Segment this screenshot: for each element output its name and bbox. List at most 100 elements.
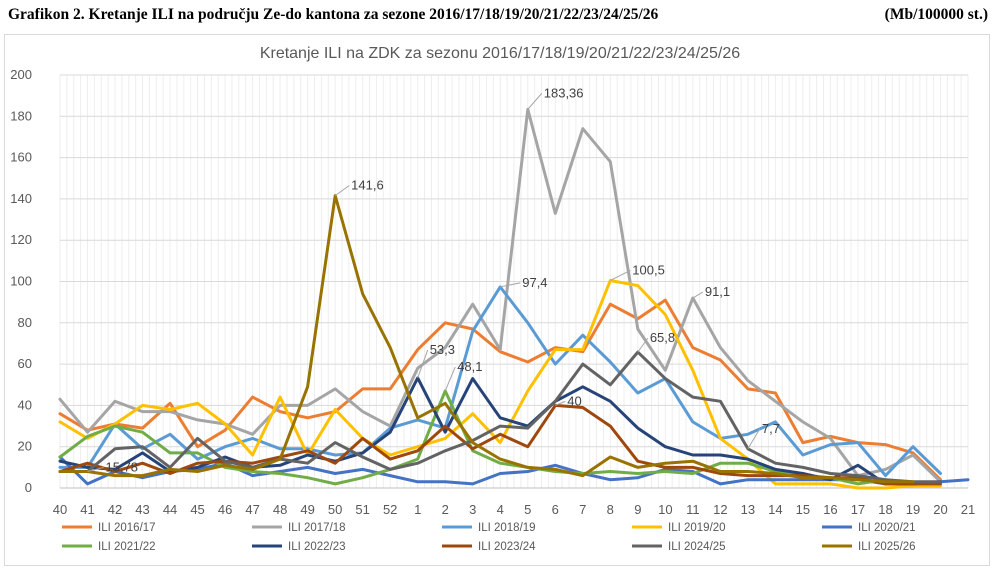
- y-tick-label: 80: [18, 315, 32, 330]
- x-tick-label: 6: [552, 502, 559, 517]
- legend-label: ILI 2021/22: [98, 541, 156, 553]
- legend-item: ILI 2024/25: [632, 541, 726, 553]
- data-label: 40: [567, 393, 581, 408]
- label-leader: [87, 466, 104, 472]
- legend-label: ILI 2024/25: [668, 541, 726, 553]
- x-tick-label: 16: [823, 502, 837, 517]
- x-tick-label: 43: [135, 502, 149, 517]
- legend-label: ILI 2022/23: [288, 541, 346, 553]
- data-label: 183,36: [544, 85, 584, 100]
- x-tick-label: 13: [741, 502, 755, 517]
- legend: ILI 2016/17 ILI 2017/18 ILI 2018/19 ILI 201…: [62, 522, 916, 553]
- x-tick-label: 17: [851, 502, 865, 517]
- series-line-ili-2025-26: [58, 194, 915, 484]
- legend-item: ILI 2022/23: [252, 541, 346, 553]
- label-leader: [527, 93, 543, 110]
- legend-item: ILI 2018/19: [442, 522, 536, 534]
- legend-label: ILI 2023/24: [478, 541, 536, 553]
- x-tick-label: 2: [442, 502, 449, 517]
- label-leader: [444, 366, 456, 392]
- legend-label: ILI 2017/18: [288, 522, 346, 534]
- label-leader: [500, 282, 521, 288]
- y-tick-label: 200: [10, 67, 32, 82]
- series-line-ili-2020-21: [58, 455, 970, 486]
- x-tick-label: 9: [634, 502, 641, 517]
- series-line-ili-2019-20: [58, 279, 942, 490]
- legend-label: ILI 2016/17: [98, 522, 156, 534]
- series-line-ili-2018-19: [58, 285, 942, 478]
- legend-item: ILI 2016/17: [62, 522, 156, 534]
- y-tick-label: 100: [10, 274, 32, 289]
- data-label: 97,4: [522, 275, 547, 290]
- x-tick-label: 41: [80, 502, 94, 517]
- legend-label: ILI 2025/26: [858, 541, 916, 553]
- y-tick-label: 0: [25, 480, 32, 495]
- x-tick-label: 12: [713, 502, 727, 517]
- figure-caption: Grafikon 2. Kretanje ILI na području Ze-…: [8, 6, 992, 30]
- label-leader: [610, 270, 631, 281]
- label-leader: [637, 337, 649, 353]
- y-tick-label: 40: [18, 397, 32, 412]
- x-tick-label: 7: [579, 502, 586, 517]
- legend-label: ILI 2018/19: [478, 522, 536, 534]
- data-label: 100,5: [632, 262, 665, 277]
- x-tick-label: 4: [497, 502, 504, 517]
- x-tick-label: 15: [796, 502, 810, 517]
- caption-unit: (Mb/100000 st.): [884, 6, 988, 23]
- y-tick-label: 60: [18, 356, 32, 371]
- legend-item: ILI 2019/20: [632, 522, 726, 534]
- chart-frame: [4, 34, 990, 566]
- x-tick-label: 19: [906, 502, 920, 517]
- x-tick-label: 52: [383, 502, 397, 517]
- legend-item: ILI 2017/18: [252, 522, 346, 534]
- data-label: 65,8: [650, 330, 675, 345]
- data-label: 91,1: [705, 284, 730, 299]
- x-tick-label: 42: [108, 502, 122, 517]
- data-label: 53,3: [430, 342, 455, 357]
- data-label: 141,6: [351, 178, 384, 193]
- y-tick-label: 140: [10, 191, 32, 206]
- label-leader: [417, 349, 429, 379]
- data-label: 48,1: [457, 359, 482, 374]
- legend-item: ILI 2025/26: [822, 541, 916, 553]
- chart-title: Kretanje ILI na ZDK za sezonu 2016/17/18…: [260, 45, 740, 62]
- x-tick-label: 8: [607, 502, 614, 517]
- y-axis: 0 20 40 60 80 100 120 140 160 180 200: [10, 67, 32, 495]
- data-label: 15,78: [106, 459, 139, 474]
- y-tick-label: 180: [10, 108, 32, 123]
- series-lines: [58, 107, 970, 490]
- caption-title: Grafikon 2. Kretanje ILI na području Ze-…: [8, 6, 659, 23]
- legend-label: ILI 2019/20: [668, 522, 726, 534]
- legend-item: ILI 2023/24: [442, 541, 536, 553]
- x-axis: 40 41 42 43 44 45 46 47 48 49 50 51 52 1 2 3 4 5 6 7 8 9 10 11 1…: [53, 487, 975, 517]
- x-tick-label: 10: [658, 502, 672, 517]
- label-leader: [555, 400, 566, 406]
- x-tick-label: 48: [273, 502, 287, 517]
- x-tick-label: 49: [300, 502, 314, 517]
- x-tick-label: 51: [355, 502, 369, 517]
- x-tick-label: 11: [686, 502, 700, 517]
- legend-item: ILI 2021/22: [62, 541, 156, 553]
- x-tick-label: 40: [53, 502, 67, 517]
- series-line-ili-2024-25: [58, 350, 942, 484]
- x-tick-label: 20: [933, 502, 947, 517]
- x-tick-label: 45: [190, 502, 204, 517]
- y-tick-label: 20: [18, 439, 32, 454]
- x-tick-label: 3: [469, 502, 476, 517]
- data-label: 7,7: [762, 421, 780, 436]
- legend-item: ILI 2020/21: [822, 522, 916, 534]
- label-leader: [747, 428, 761, 450]
- series-line-ili-2016-17: [58, 298, 942, 482]
- label-leader: [334, 185, 350, 197]
- y-tick-label: 120: [10, 232, 32, 247]
- x-tick-label: 47: [245, 502, 259, 517]
- x-tick-label: 21: [961, 502, 975, 517]
- data-labels: 15,78 141,6 53,348,1 97,4 183,36 40 100,5 65,8 9…: [87, 85, 780, 474]
- x-tick-label: 44: [163, 502, 177, 517]
- x-tick-label: 14: [768, 502, 782, 517]
- y-tick-label: 160: [10, 150, 32, 165]
- legend-label: ILI 2020/21: [858, 522, 916, 534]
- x-tick-label: 5: [524, 502, 531, 517]
- x-tick-label: 50: [328, 502, 342, 517]
